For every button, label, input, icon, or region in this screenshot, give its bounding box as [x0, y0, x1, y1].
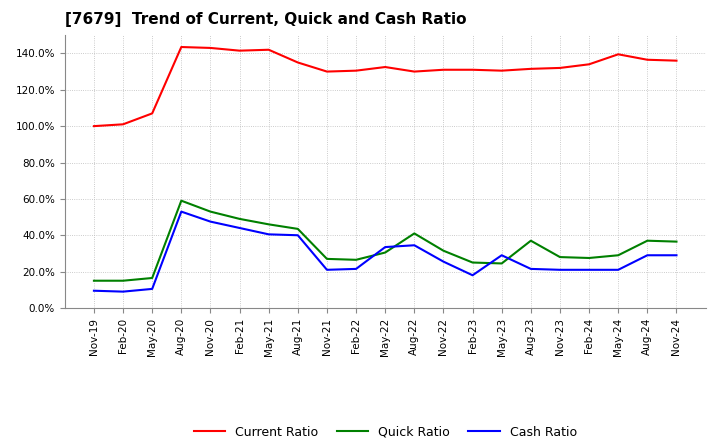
Cash Ratio — [264, 232, 273, 237]
Quick Ratio — [614, 253, 623, 258]
Cash Ratio — [643, 253, 652, 258]
Quick Ratio — [119, 278, 127, 283]
Quick Ratio — [468, 260, 477, 265]
Current Ratio — [439, 67, 448, 73]
Quick Ratio — [235, 216, 244, 221]
Quick Ratio — [439, 248, 448, 253]
Line: Current Ratio: Current Ratio — [94, 47, 677, 126]
Cash Ratio — [352, 266, 361, 271]
Current Ratio — [410, 69, 418, 74]
Quick Ratio — [556, 254, 564, 260]
Line: Cash Ratio: Cash Ratio — [94, 212, 677, 292]
Quick Ratio — [206, 209, 215, 214]
Legend: Current Ratio, Quick Ratio, Cash Ratio: Current Ratio, Quick Ratio, Cash Ratio — [189, 421, 582, 440]
Cash Ratio — [585, 267, 593, 272]
Cash Ratio — [206, 219, 215, 224]
Quick Ratio — [294, 226, 302, 231]
Cash Ratio — [177, 209, 186, 214]
Current Ratio — [89, 124, 98, 129]
Current Ratio — [585, 62, 593, 67]
Quick Ratio — [264, 222, 273, 227]
Current Ratio — [294, 60, 302, 65]
Current Ratio — [556, 65, 564, 70]
Current Ratio — [643, 57, 652, 62]
Quick Ratio — [498, 261, 506, 266]
Current Ratio — [235, 48, 244, 53]
Quick Ratio — [89, 278, 98, 283]
Line: Quick Ratio: Quick Ratio — [94, 201, 677, 281]
Current Ratio — [352, 68, 361, 73]
Cash Ratio — [119, 289, 127, 294]
Quick Ratio — [672, 239, 681, 244]
Cash Ratio — [410, 242, 418, 248]
Quick Ratio — [381, 250, 390, 255]
Current Ratio — [119, 122, 127, 127]
Cash Ratio — [468, 273, 477, 278]
Current Ratio — [148, 111, 156, 116]
Current Ratio — [206, 45, 215, 51]
Quick Ratio — [643, 238, 652, 243]
Current Ratio — [381, 64, 390, 70]
Cash Ratio — [323, 267, 331, 272]
Cash Ratio — [89, 288, 98, 293]
Current Ratio — [264, 47, 273, 52]
Current Ratio — [614, 51, 623, 57]
Quick Ratio — [177, 198, 186, 203]
Cash Ratio — [672, 253, 681, 258]
Quick Ratio — [585, 255, 593, 260]
Cash Ratio — [148, 286, 156, 292]
Cash Ratio — [526, 266, 535, 271]
Cash Ratio — [381, 245, 390, 250]
Cash Ratio — [614, 267, 623, 272]
Current Ratio — [323, 69, 331, 74]
Cash Ratio — [439, 259, 448, 264]
Text: [7679]  Trend of Current, Quick and Cash Ratio: [7679] Trend of Current, Quick and Cash … — [65, 12, 467, 27]
Quick Ratio — [410, 231, 418, 236]
Cash Ratio — [235, 225, 244, 231]
Quick Ratio — [352, 257, 361, 262]
Current Ratio — [468, 67, 477, 73]
Cash Ratio — [498, 253, 506, 258]
Current Ratio — [526, 66, 535, 71]
Current Ratio — [672, 58, 681, 63]
Quick Ratio — [148, 275, 156, 281]
Current Ratio — [177, 44, 186, 50]
Current Ratio — [498, 68, 506, 73]
Quick Ratio — [323, 256, 331, 261]
Cash Ratio — [556, 267, 564, 272]
Quick Ratio — [526, 238, 535, 243]
Cash Ratio — [294, 233, 302, 238]
